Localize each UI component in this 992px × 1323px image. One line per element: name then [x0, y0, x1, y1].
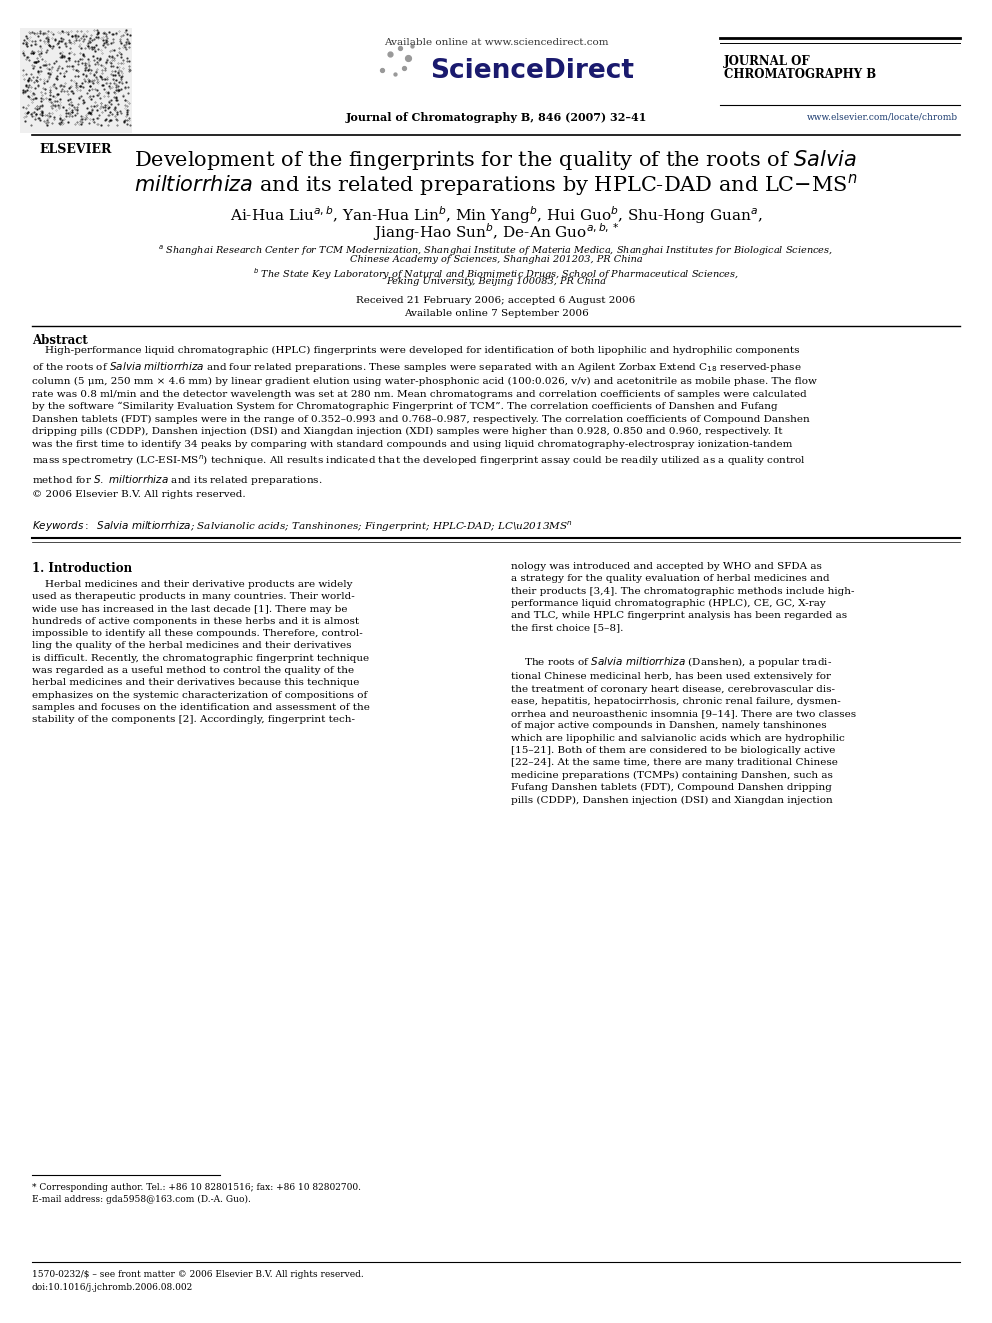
Text: ELSEVIER: ELSEVIER: [40, 143, 112, 156]
Text: The roots of $\mathit{Salvia\ miltiorrhiza}$ (Danshen), a popular tradi-
tional : The roots of $\mathit{Salvia\ miltiorrhi…: [511, 655, 856, 804]
Text: $\mathit{Keywords:}$  $\mathit{Salvia\ miltiorrhiza}$; Salvianolic acids; Tanshi: $\mathit{Keywords:}$ $\mathit{Salvia\ mi…: [32, 520, 572, 534]
Text: Journal of Chromatography B, 846 (2007) 32–41: Journal of Chromatography B, 846 (2007) …: [345, 112, 647, 123]
Text: * Corresponding author. Tel.: +86 10 82801516; fax: +86 10 82802700.: * Corresponding author. Tel.: +86 10 828…: [32, 1183, 361, 1192]
Text: www.elsevier.com/locate/chromb: www.elsevier.com/locate/chromb: [806, 112, 958, 120]
Text: CHROMATOGRAPHY B: CHROMATOGRAPHY B: [724, 67, 876, 81]
Text: Available online at www.sciencedirect.com: Available online at www.sciencedirect.co…: [384, 38, 608, 48]
Text: Abstract: Abstract: [32, 333, 87, 347]
Text: Jiang-Hao Sun$^b$, De-An Guo$^{a,b,*}$: Jiang-Hao Sun$^b$, De-An Guo$^{a,b,*}$: [373, 221, 619, 242]
Text: E-mail address: gda5958@163.com (D.-A. Guo).: E-mail address: gda5958@163.com (D.-A. G…: [32, 1195, 251, 1204]
Text: Received 21 February 2006; accepted 6 August 2006: Received 21 February 2006; accepted 6 Au…: [356, 296, 636, 306]
Text: ScienceDirect: ScienceDirect: [430, 58, 634, 83]
Text: Available online 7 September 2006: Available online 7 September 2006: [404, 310, 588, 318]
Text: 1570-0232/$ – see front matter © 2006 Elsevier B.V. All rights reserved.: 1570-0232/$ – see front matter © 2006 El…: [32, 1270, 364, 1279]
Text: $^b$ The State Key Laboratory of Natural and Biomimetic Drugs, School of Pharmac: $^b$ The State Key Laboratory of Natural…: [253, 266, 739, 282]
Text: Peking University, Beijing 100083, PR China: Peking University, Beijing 100083, PR Ch…: [386, 277, 606, 286]
Text: Development of the fingerprints for the quality of the roots of $\mathit{Salvia}: Development of the fingerprints for the …: [135, 148, 857, 172]
Text: High-performance liquid chromatographic (HPLC) fingerprints were developed for i: High-performance liquid chromatographic …: [32, 347, 816, 499]
Text: $\mathit{miltiorrhiza}$ and its related preparations by HPLC-DAD and LC$-$MS$^n$: $\mathit{miltiorrhiza}$ and its related …: [134, 172, 858, 198]
Text: JOURNAL OF: JOURNAL OF: [724, 56, 810, 67]
Text: nology was introduced and accepted by WHO and SFDA as
a strategy for the quality: nology was introduced and accepted by WH…: [511, 562, 854, 632]
Text: Ai-Hua Liu$^{a,b}$, Yan-Hua Lin$^b$, Min Yang$^b$, Hui Guo$^b$, Shu-Hong Guan$^a: Ai-Hua Liu$^{a,b}$, Yan-Hua Lin$^b$, Min…: [229, 204, 763, 226]
Bar: [20, 28, 132, 134]
Text: 1. Introduction: 1. Introduction: [32, 562, 132, 576]
Text: $^a$ Shanghai Research Center for TCM Modernization, Shanghai Institute of Mater: $^a$ Shanghai Research Center for TCM Mo…: [159, 243, 833, 258]
Text: Chinese Academy of Sciences, Shanghai 201203, PR China: Chinese Academy of Sciences, Shanghai 20…: [349, 255, 643, 265]
Text: Herbal medicines and their derivative products are widely
used as therapeutic pr: Herbal medicines and their derivative pr…: [32, 579, 370, 724]
Text: doi:10.1016/j.jchromb.2006.08.002: doi:10.1016/j.jchromb.2006.08.002: [32, 1283, 193, 1293]
